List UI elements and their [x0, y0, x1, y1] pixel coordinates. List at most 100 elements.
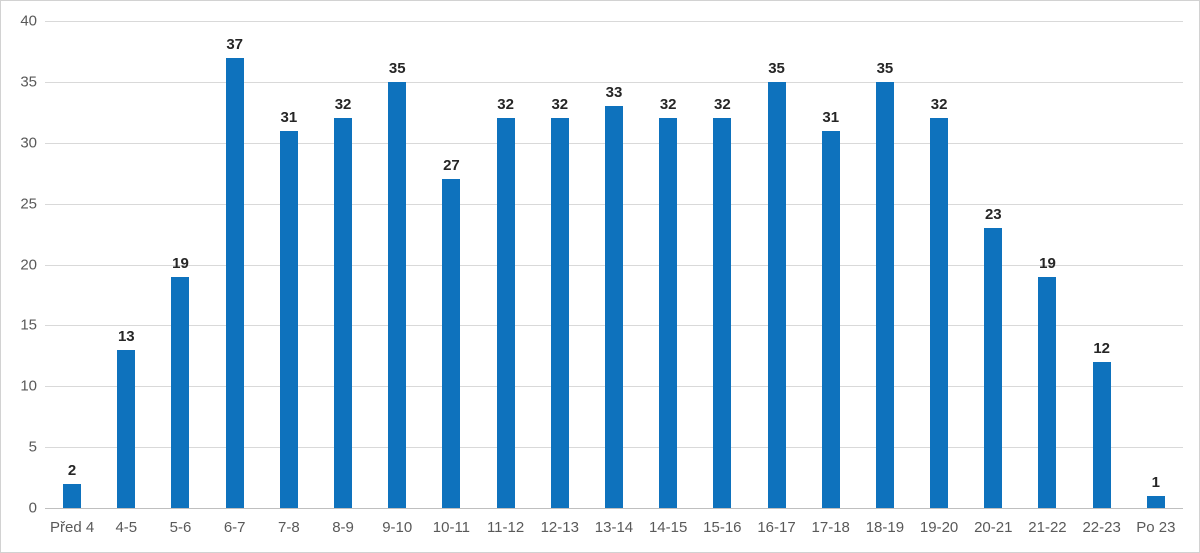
bar: [117, 349, 136, 508]
y-axis-tick-label: 20: [20, 256, 37, 273]
bar: [713, 118, 732, 508]
bar-slot: 35: [858, 21, 912, 508]
bar-data-label: 35: [388, 59, 406, 77]
bar: [930, 118, 949, 508]
bar-slot: 33: [587, 21, 641, 508]
y-axis-tick-label: 30: [20, 134, 37, 152]
bar: [1092, 361, 1111, 508]
bar: [767, 81, 786, 508]
plot-area: 2 13 19 37 31 32 35 27 32 32 33 32 32 35 31 35 32 23 19 12 1: [45, 21, 1183, 509]
bar: [171, 276, 190, 508]
bar: [63, 483, 82, 508]
bar: [875, 81, 894, 508]
x-axis: Před 4 4-5 5-6 6-7 7-8 8-9 9-10 10-11 11-12 12-13…: [45, 519, 1183, 536]
bar-slot: 23: [966, 21, 1020, 508]
x-axis-category-label: 8-9: [332, 519, 354, 536]
bar: [550, 118, 569, 508]
bar-data-label: 19: [172, 254, 189, 272]
x-axis-category-label: 9-10: [382, 519, 413, 536]
bar-data-label: 31: [280, 108, 298, 126]
x-axis-category-label: Po 23: [1136, 519, 1176, 536]
bar: [442, 179, 461, 508]
bar-data-label: 32: [930, 96, 948, 114]
bar-data-label: 27: [443, 157, 460, 175]
bar-data-label: 32: [551, 96, 569, 114]
x-axis-category-label: 5-6: [169, 519, 192, 536]
x-axis-category-label: 19-20: [919, 519, 959, 536]
y-axis-tick-label: 40: [20, 12, 37, 30]
bar-series: 2 13 19 37 31 32 35 27 32 32 33 32 32 35 31 35 32 23 19 12 1: [45, 21, 1183, 508]
gridline: [45, 21, 1183, 22]
bar-data-label: 35: [876, 59, 894, 77]
y-axis-tick-label: 5: [28, 438, 37, 456]
x-axis-category-label: 15-16: [703, 519, 742, 536]
bar-slot: 32: [479, 21, 533, 508]
y-axis: 0 5 10 15 20 25 30 35 40: [1, 13, 37, 517]
bar-slot: 19: [1020, 21, 1074, 508]
bar-slot: 37: [208, 21, 262, 508]
x-axis-category-label: Před 4: [49, 519, 95, 536]
bar-slot: 32: [695, 21, 749, 508]
x-axis-category-label: 16-17: [757, 519, 796, 536]
bar-slot: 12: [1075, 21, 1129, 508]
y-axis-tick-label: 0: [28, 499, 37, 517]
y-axis-tick-label: 25: [20, 195, 37, 213]
x-axis-category-label: 11-12: [486, 519, 525, 536]
bar: [821, 130, 840, 508]
bar-data-label: 19: [1039, 254, 1056, 272]
bar-data-label: 32: [659, 96, 677, 114]
bar-data-label: 1: [1151, 473, 1161, 491]
bar-slot: 35: [370, 21, 424, 508]
x-axis-category-label: 10-11: [432, 519, 471, 536]
bar-slot: 35: [749, 21, 803, 508]
x-axis-category-label: 21-22: [1028, 519, 1067, 536]
bar-slot: 31: [262, 21, 316, 508]
bar-slot: 2: [45, 21, 99, 508]
bar: [1146, 495, 1165, 508]
x-axis-category-label: 22-23: [1082, 519, 1121, 536]
y-axis-tick-label: 35: [20, 73, 37, 91]
bar: [659, 118, 678, 508]
x-axis-category-label: 18-19: [865, 519, 905, 536]
bar-data-label: 32: [497, 96, 514, 114]
y-axis-tick-label: 15: [20, 316, 37, 334]
x-axis-category-label: 20-21: [974, 519, 1013, 536]
bar-slot: 19: [153, 21, 207, 508]
bar-slot: 32: [641, 21, 695, 508]
x-axis-category-label: 14-15: [648, 519, 688, 536]
x-axis-category-label: 17-18: [811, 519, 850, 536]
gridline: [45, 81, 1183, 83]
bar-data-label: 33: [605, 84, 623, 102]
x-axis-category-label: 4-5: [115, 519, 138, 536]
bar: [279, 130, 298, 508]
bar-slot: 27: [424, 21, 478, 508]
y-axis-tick-label: 10: [20, 377, 37, 395]
bar: [1038, 276, 1057, 508]
bar-slot: 32: [316, 21, 370, 508]
bar-data-label: 32: [714, 96, 731, 114]
bar-data-label: 37: [226, 35, 243, 53]
bar-data-label: 13: [117, 327, 135, 345]
bar-slot: 13: [99, 21, 153, 508]
x-axis-line: [45, 508, 1183, 509]
bar: [388, 81, 407, 508]
bar: [984, 227, 1003, 508]
x-axis-category-label: 6-7: [223, 519, 246, 536]
bar-slot: 31: [804, 21, 858, 508]
bar: [496, 118, 515, 508]
bar-slot: 32: [533, 21, 587, 508]
x-axis-category-label: 7-8: [278, 519, 300, 536]
bar: [334, 118, 353, 508]
x-axis-category-label: 13-14: [594, 519, 634, 536]
bar-data-label: 12: [1093, 339, 1110, 357]
bar-slot: 32: [912, 21, 966, 508]
bar-data-label: 32: [334, 96, 352, 114]
x-axis-category-label: 12-13: [540, 519, 579, 536]
bar-data-label: 31: [822, 108, 840, 126]
bar-slot: 1: [1129, 21, 1183, 508]
bar-data-label: 35: [768, 59, 785, 77]
bar-data-label: 2: [67, 461, 77, 479]
bar: [225, 57, 244, 508]
bar: [604, 106, 623, 508]
